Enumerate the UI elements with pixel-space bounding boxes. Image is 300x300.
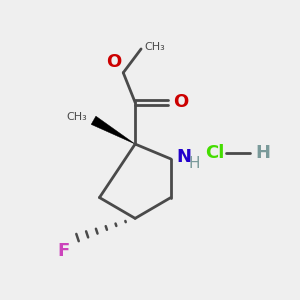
Text: CH₃: CH₃ xyxy=(144,43,165,52)
Text: F: F xyxy=(58,242,70,260)
Text: Cl: Cl xyxy=(205,144,224,162)
Text: O: O xyxy=(173,93,188,111)
Text: N: N xyxy=(176,148,191,166)
Polygon shape xyxy=(91,116,135,144)
Text: H: H xyxy=(256,144,271,162)
Text: CH₃: CH₃ xyxy=(66,112,87,122)
Text: O: O xyxy=(106,53,122,71)
Text: H: H xyxy=(189,156,200,171)
